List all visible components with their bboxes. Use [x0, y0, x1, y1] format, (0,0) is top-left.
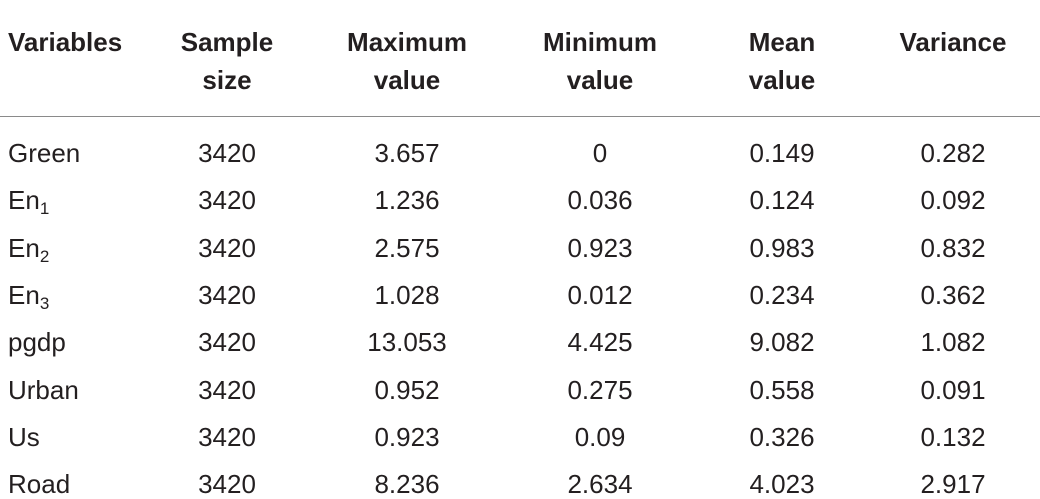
header-line: value	[373, 65, 441, 95]
value-cell: 0.558	[749, 374, 815, 405]
header-cell: Variables	[8, 23, 122, 61]
value-cell: 0.234	[749, 279, 815, 310]
value-cell: 1.236	[374, 185, 440, 216]
header-cell: Sample size	[181, 23, 274, 99]
value-cell: 0.923	[374, 421, 440, 452]
value-cell: 8.236	[374, 469, 440, 499]
value-cell: 0.092	[920, 185, 986, 216]
value-cell: 4.425	[567, 327, 633, 358]
variable-cell: En1	[8, 185, 50, 219]
value-cell: 0.149	[749, 138, 815, 168]
header-line: Maximum	[347, 27, 467, 57]
value-cell: 0.952	[374, 374, 440, 405]
variable-cell: En3	[8, 279, 50, 313]
variable-cell: Urban	[8, 375, 79, 405]
value-cell: 0.132	[920, 421, 986, 452]
value-cell: 3420	[198, 232, 256, 263]
header-cell: Maximum value	[347, 23, 467, 99]
variable-cell: Us	[8, 422, 40, 452]
header-line: Mean	[748, 27, 816, 57]
variable-name: Us	[8, 421, 40, 452]
header-cell: Mean value	[749, 23, 816, 99]
header-cell: Minimum value	[543, 23, 657, 99]
header-line: value	[566, 65, 634, 95]
variable-cell: Green	[8, 138, 80, 168]
value-cell: 0.09	[574, 421, 626, 452]
value-cell: 0.124	[749, 185, 815, 216]
value-cell: 13.053	[367, 327, 447, 358]
header-line: Variance	[899, 27, 1007, 57]
variable-cell: Road	[8, 469, 70, 499]
value-cell: 0.275	[567, 374, 633, 405]
header-line: Sample	[180, 27, 274, 57]
header-line: Variables	[8, 27, 123, 57]
value-cell: 0.282	[920, 138, 986, 168]
value-cell: 1.028	[374, 279, 440, 310]
header-rule	[0, 116, 1040, 117]
value-cell: 4.023	[749, 469, 815, 499]
value-cell: 0.036	[567, 185, 633, 216]
value-cell: 2.634	[567, 469, 633, 499]
value-cell: 9.082	[749, 327, 815, 358]
variable-name: Urban	[8, 374, 79, 405]
value-cell: 3420	[198, 421, 256, 452]
value-cell: 3420	[198, 374, 256, 405]
variable-name: En	[8, 232, 40, 263]
variable-name: pgdp	[8, 327, 66, 358]
value-cell: 3420	[198, 185, 256, 216]
value-cell: 0.012	[567, 279, 633, 310]
value-cell: 3420	[198, 138, 256, 168]
variable-subscript: 3	[39, 293, 50, 313]
variable-name: En	[8, 279, 40, 310]
value-cell: 3420	[198, 279, 256, 310]
header-line: size	[202, 65, 252, 95]
variable-name: Green	[8, 138, 81, 168]
value-cell: 0.326	[749, 421, 815, 452]
value-cell: 0.923	[567, 232, 633, 263]
value-cell: 3420	[198, 327, 256, 358]
value-cell: 3420	[198, 469, 256, 499]
variable-cell: En2	[8, 232, 50, 266]
variable-name: Road	[8, 469, 71, 499]
variable-name: En	[8, 185, 40, 216]
value-cell: 2.575	[374, 232, 440, 263]
value-cell: 0.091	[920, 374, 986, 405]
value-cell: 1.082	[920, 327, 986, 358]
value-cell: 0	[592, 138, 608, 168]
value-cell: 3.657	[374, 138, 440, 168]
variable-subscript: 1	[39, 199, 50, 219]
value-cell: 0.832	[920, 232, 986, 263]
header-line: Minimum	[542, 27, 658, 57]
variable-subscript: 2	[39, 246, 50, 266]
value-cell: 0.362	[920, 279, 986, 310]
header-cell: Variance	[900, 23, 1007, 61]
variable-cell: pgdp	[8, 327, 66, 357]
value-cell: 0.983	[749, 232, 815, 263]
header-line: value	[748, 65, 816, 95]
value-cell: 2.917	[920, 469, 986, 499]
